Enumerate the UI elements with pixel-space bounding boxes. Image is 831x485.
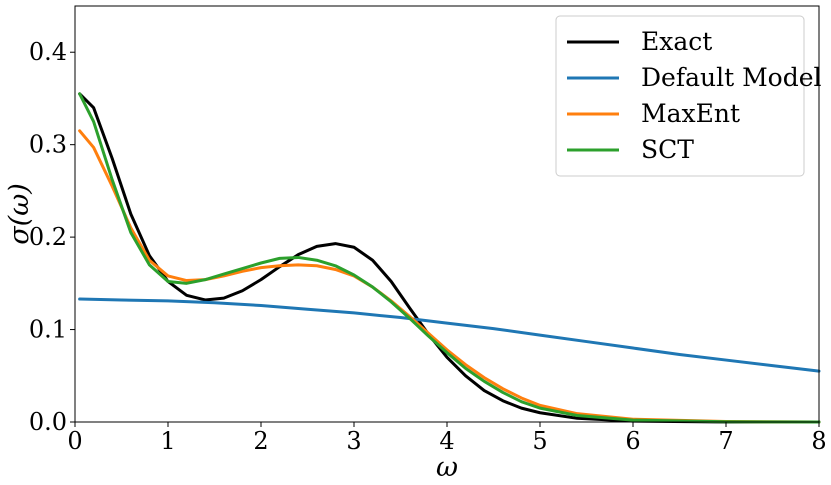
x-tick-label: 5: [532, 427, 547, 455]
x-axis-label: ω: [436, 452, 458, 483]
x-tick-label: 4: [439, 427, 454, 455]
y-axis-label: σ(ω): [4, 183, 35, 245]
y-tick-label: 0.3: [29, 131, 67, 159]
series-line-default-model: [78, 297, 821, 373]
x-axis: 0 1 2 3 4 5 6 7 8: [67, 422, 827, 455]
x-tick-label: 8: [811, 427, 826, 455]
y-tick-label: 0.1: [29, 316, 67, 344]
legend-label: Default Model: [641, 63, 822, 92]
x-tick-label: 3: [346, 427, 361, 455]
y-tick-label: 0.0: [29, 408, 67, 436]
x-tick-label: 1: [160, 427, 175, 455]
x-tick-label: 6: [625, 427, 640, 455]
legend-label: SCT: [641, 135, 694, 164]
y-tick-label: 0.2: [29, 223, 67, 251]
x-tick-label: 0: [67, 427, 82, 455]
series-line-maxent: [78, 129, 821, 424]
x-tick-label: 7: [718, 427, 733, 455]
y-tick-label: 0.4: [29, 38, 67, 66]
legend: Exact Default Model MaxEnt SCT: [555, 15, 822, 177]
y-axis: 0.0 0.1 0.2 0.3 0.4: [29, 38, 75, 436]
legend-box: [555, 15, 805, 177]
plot-lines: [78, 92, 821, 424]
legend-label: MaxEnt: [641, 99, 740, 128]
series-line-sct: [78, 92, 821, 424]
x-tick-label: 2: [253, 427, 268, 455]
legend-label: Exact: [641, 27, 712, 56]
